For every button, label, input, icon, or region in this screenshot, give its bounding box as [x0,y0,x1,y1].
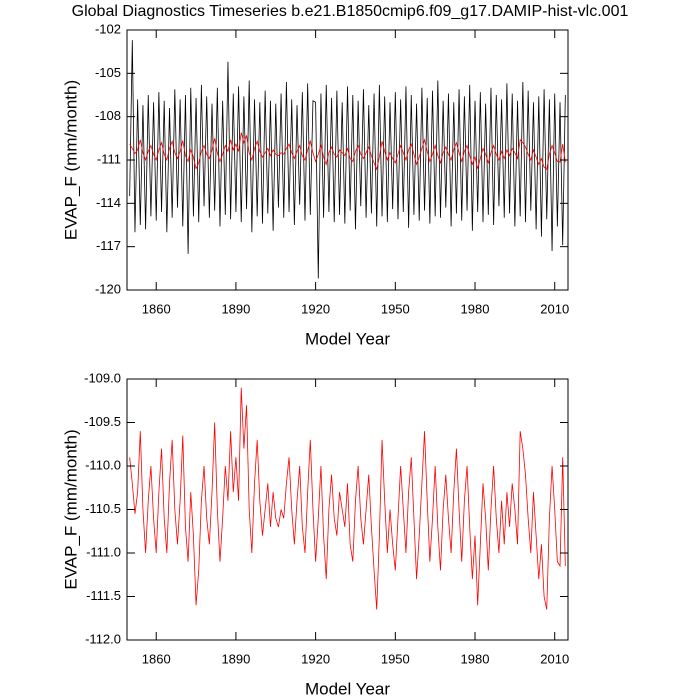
y-tick-label: -102 [95,21,121,36]
x-tick-label: 1860 [142,651,171,666]
x-tick-label: 1920 [301,651,330,666]
y-tick-label: -110.0 [85,457,121,472]
y-tick-label: -111 [97,151,121,166]
x-axis-title: Model Year [305,679,390,698]
y-tick-label: -117 [96,238,121,253]
y-tick-label: -109.5 [84,414,121,429]
x-tick-label: 1890 [221,301,250,316]
x-axis-title: Model Year [305,329,390,348]
y-tick-label: -114 [96,195,121,210]
data-line [129,40,566,279]
y-tick-label: -120 [95,281,121,296]
x-tick-label: 1950 [381,301,410,316]
y-axis-title: EVAP_F (mm/month) [61,80,80,240]
y-tick-label: -110.5 [85,501,121,516]
x-tick-label: 2010 [540,301,569,316]
y-tick-label: -108 [95,108,121,123]
y-tick-label: -111.0 [86,544,121,559]
x-tick-label: 1920 [301,301,330,316]
y-tick-label: -111.5 [86,588,121,603]
x-tick-label: 1980 [461,651,490,666]
data-line [129,387,566,610]
x-tick-label: 1980 [461,301,490,316]
y-tick-label: -112.0 [85,631,121,646]
plot-frame [126,29,569,291]
data-line [129,132,566,171]
y-tick-label: -109.0 [84,370,121,385]
x-tick-label: 1860 [142,301,171,316]
y-tick-label: -105 [95,65,121,80]
y-axis-title: EVAP_F (mm/month) [61,429,80,589]
chart-title: Global Diagnostics Timeseries b.e21.B185… [72,3,629,20]
x-tick-label: 1950 [381,651,410,666]
x-tick-label: 2010 [540,651,569,666]
x-tick-label: 1890 [221,651,250,666]
